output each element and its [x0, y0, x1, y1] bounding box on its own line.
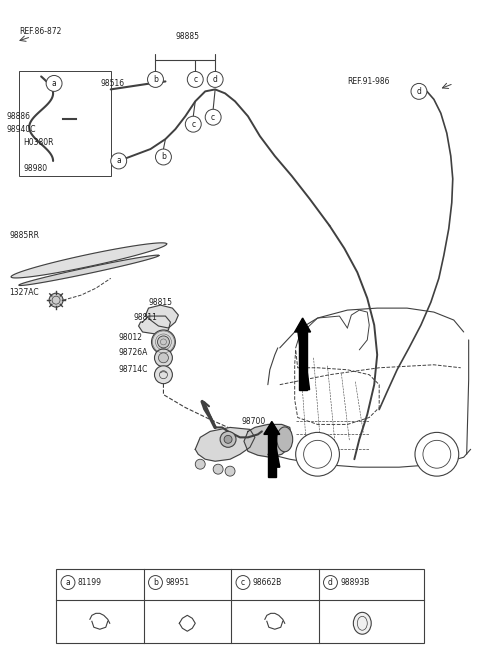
Text: c: c	[193, 75, 197, 84]
Ellipse shape	[353, 612, 371, 634]
Text: a: a	[116, 157, 121, 166]
Text: 98815: 98815	[148, 297, 172, 307]
Text: 98951: 98951	[166, 578, 190, 587]
Polygon shape	[268, 430, 280, 467]
Text: 98886: 98886	[6, 112, 30, 121]
Polygon shape	[19, 255, 159, 286]
Text: a: a	[66, 578, 71, 587]
Polygon shape	[295, 318, 311, 332]
Circle shape	[207, 71, 223, 87]
Polygon shape	[264, 421, 280, 434]
Text: 98885: 98885	[175, 32, 199, 41]
Circle shape	[236, 576, 250, 590]
Circle shape	[195, 459, 205, 469]
Text: 1327AC: 1327AC	[9, 288, 39, 297]
Text: 98811: 98811	[133, 312, 157, 322]
Polygon shape	[145, 305, 179, 328]
Circle shape	[111, 153, 127, 169]
Text: 98940C: 98940C	[6, 124, 36, 134]
Text: 98516: 98516	[101, 79, 125, 88]
Circle shape	[296, 432, 339, 476]
Circle shape	[187, 71, 203, 87]
Polygon shape	[195, 428, 255, 461]
Circle shape	[148, 576, 162, 590]
Text: REF.86-872: REF.86-872	[19, 28, 61, 36]
Circle shape	[61, 576, 75, 590]
Text: REF.91-986: REF.91-986	[348, 77, 390, 86]
Text: 98700: 98700	[242, 417, 266, 426]
Text: c: c	[211, 113, 215, 122]
Text: d: d	[417, 87, 421, 96]
Text: 98662B: 98662B	[253, 578, 282, 587]
Text: 98012: 98012	[119, 333, 143, 343]
Circle shape	[155, 365, 172, 384]
Circle shape	[49, 293, 63, 307]
Text: 9885RR: 9885RR	[9, 231, 39, 240]
Text: a: a	[52, 79, 57, 88]
Polygon shape	[268, 434, 276, 477]
Circle shape	[157, 336, 169, 348]
Polygon shape	[298, 330, 310, 390]
Text: d: d	[328, 578, 333, 587]
Text: 81199: 81199	[78, 578, 102, 587]
Circle shape	[147, 71, 164, 87]
Text: b: b	[161, 153, 166, 162]
Text: c: c	[241, 578, 245, 587]
Text: 98726A: 98726A	[119, 348, 148, 358]
Circle shape	[152, 330, 175, 354]
Polygon shape	[11, 243, 167, 278]
Circle shape	[225, 466, 235, 476]
Circle shape	[158, 353, 168, 363]
Text: 98893B: 98893B	[340, 578, 370, 587]
Circle shape	[220, 432, 236, 447]
Circle shape	[415, 432, 459, 476]
Text: b: b	[153, 75, 158, 84]
Text: 98714C: 98714C	[119, 365, 148, 374]
Circle shape	[411, 83, 427, 100]
Text: H0380R: H0380R	[23, 138, 54, 147]
Circle shape	[213, 464, 223, 474]
Polygon shape	[139, 316, 170, 334]
Circle shape	[205, 109, 221, 125]
Circle shape	[46, 75, 62, 92]
Circle shape	[185, 116, 201, 132]
Text: c: c	[191, 120, 195, 128]
Circle shape	[155, 349, 172, 367]
Polygon shape	[244, 424, 292, 457]
Polygon shape	[299, 332, 307, 390]
Ellipse shape	[277, 427, 293, 452]
Text: d: d	[213, 75, 217, 84]
Bar	[19, 71, 111, 176]
Circle shape	[224, 436, 232, 443]
Circle shape	[324, 576, 337, 590]
Circle shape	[156, 149, 171, 165]
Text: b: b	[153, 578, 158, 587]
Text: 98980: 98980	[23, 164, 48, 174]
Bar	[56, 569, 424, 643]
